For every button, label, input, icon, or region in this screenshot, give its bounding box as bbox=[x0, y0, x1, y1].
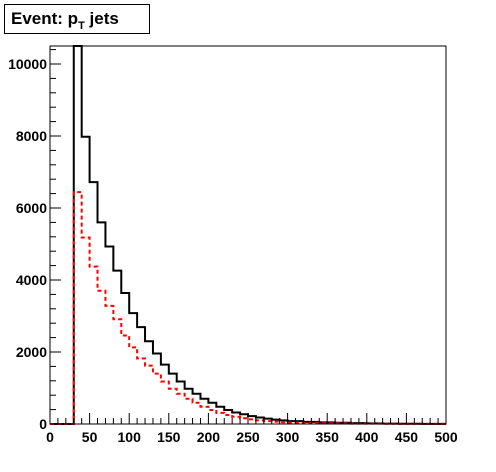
series-layer bbox=[50, 45, 446, 425]
histogram-series-0 bbox=[50, 45, 446, 425]
chart-title: Event: pT jets bbox=[4, 4, 150, 34]
y-tick-label: 6000 bbox=[16, 200, 47, 216]
x-tick-label: 100 bbox=[118, 429, 142, 445]
x-tick-label: 350 bbox=[316, 429, 340, 445]
x-tick-label: 50 bbox=[82, 429, 98, 445]
x-tick-label: 300 bbox=[276, 429, 300, 445]
chart-title-subscript: T bbox=[78, 20, 85, 32]
y-tick-label: 4000 bbox=[16, 272, 47, 288]
y-tick-label: 10000 bbox=[8, 56, 47, 72]
x-tick-label: 200 bbox=[197, 429, 221, 445]
plot-frame bbox=[49, 45, 447, 425]
x-tick-label: 500 bbox=[434, 429, 458, 445]
x-tick-label: 450 bbox=[395, 429, 419, 445]
chart-title-main: Event: p bbox=[11, 9, 79, 28]
x-tick-label: 250 bbox=[236, 429, 260, 445]
y-tick-label: 8000 bbox=[16, 128, 47, 144]
histogram-series-1 bbox=[50, 191, 446, 425]
x-tick-label: 150 bbox=[157, 429, 181, 445]
y-tick-label: 0 bbox=[39, 416, 47, 432]
axis-layer: 0 50 100 150 200 250 300 350 400 450 500 0 2000 4000 6… bbox=[8, 49, 458, 445]
chart-title-tail: jets bbox=[84, 9, 119, 28]
y-tick-label: 2000 bbox=[16, 344, 47, 360]
x-tick-label: 0 bbox=[46, 429, 54, 445]
x-tick-label: 400 bbox=[355, 429, 379, 445]
